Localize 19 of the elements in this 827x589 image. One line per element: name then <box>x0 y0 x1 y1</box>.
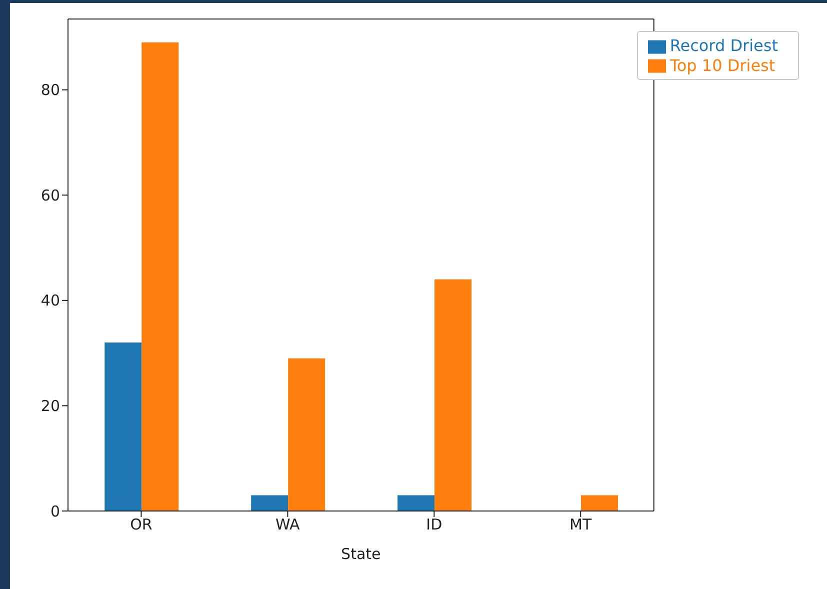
y-tick-label: 40 <box>40 292 60 310</box>
bar <box>142 42 179 511</box>
y-tick-label: 0 <box>50 502 60 520</box>
x-tick-label: OR <box>130 516 152 534</box>
bar <box>288 358 326 511</box>
legend-label: Record Driest <box>670 36 778 55</box>
y-tick-label: 80 <box>40 81 60 100</box>
x-axis-title: State <box>341 545 381 563</box>
x-tick-label: MT <box>570 516 592 534</box>
bar <box>580 495 618 511</box>
bar <box>104 342 142 511</box>
y-tick-label: 20 <box>40 397 60 416</box>
x-tick-label: WA <box>276 516 301 534</box>
bar <box>434 279 472 511</box>
x-tick-label: ID <box>426 516 442 534</box>
y-tick-label: 60 <box>40 186 60 204</box>
bar <box>251 495 288 511</box>
legend-label: Top 10 Driest <box>670 56 776 75</box>
bar <box>398 495 435 511</box>
